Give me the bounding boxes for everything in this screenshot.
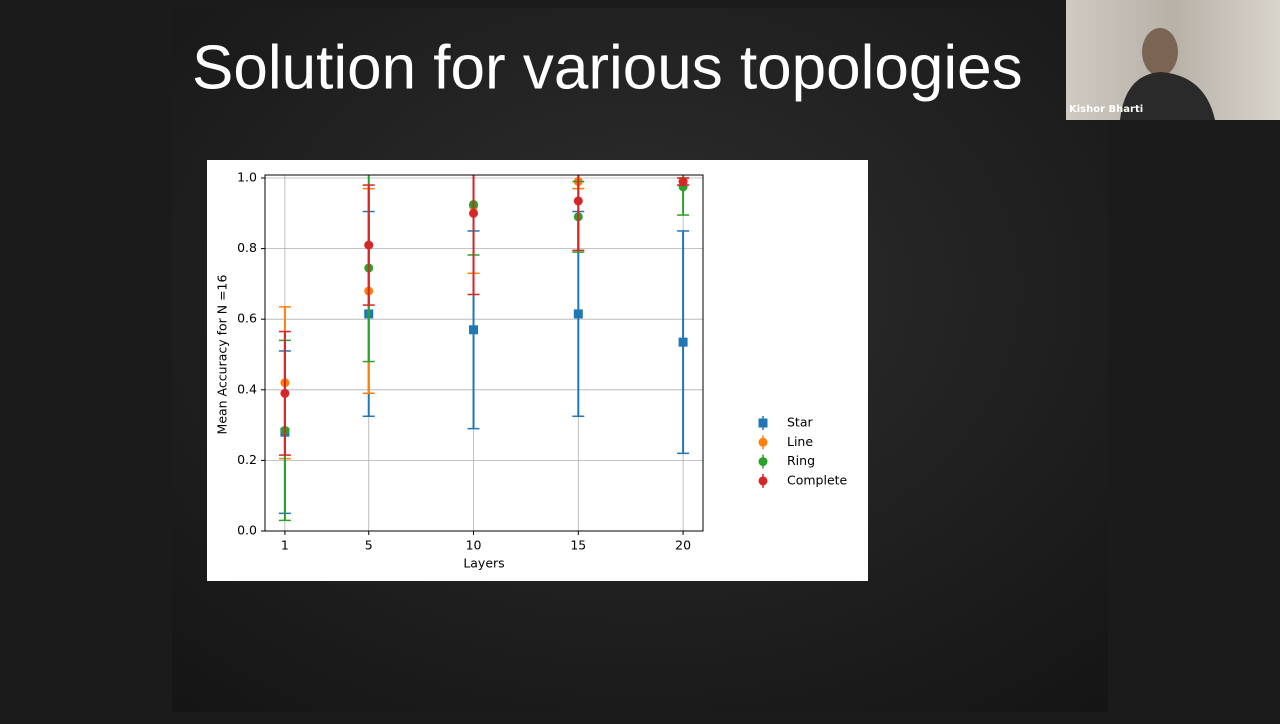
x-axis-label: Layers (463, 556, 504, 571)
marker (573, 309, 583, 319)
marker (469, 325, 479, 335)
legend-marker (758, 437, 768, 447)
legend-marker (758, 457, 768, 467)
marker (469, 208, 479, 218)
chart-background (207, 160, 868, 581)
series-layer (278, 175, 690, 522)
x-tick-label: 5 (365, 538, 373, 553)
legend-marker (758, 418, 768, 428)
y-tick-label: 1.0 (237, 170, 257, 185)
y-tick-label: 0.8 (237, 240, 257, 255)
slide-title: Solution for various topologies (192, 33, 1023, 102)
marker (364, 240, 374, 250)
y-tick-label: 0.6 (237, 311, 257, 326)
marker (678, 337, 688, 347)
x-tick-label: 15 (570, 538, 586, 553)
axes-frame (264, 174, 704, 532)
x-tick-label: 20 (675, 538, 691, 553)
legend-marker (758, 476, 768, 486)
legend-label: Complete (787, 472, 848, 487)
marker (573, 196, 583, 206)
y-axis-label: Mean Accuracy for N =16 (215, 274, 230, 434)
participant-body (1120, 72, 1215, 120)
legend-label: Star (787, 415, 813, 430)
marker (280, 388, 290, 398)
y-tick-label: 0.4 (237, 381, 257, 396)
y-tick-label: 0.2 (237, 452, 257, 467)
legend-label: Line (787, 434, 813, 449)
x-tick-label: 1 (281, 538, 289, 553)
marker (678, 177, 688, 187)
legend-label: Ring (787, 453, 815, 468)
participant-head (1142, 28, 1178, 76)
x-tick-label: 10 (466, 538, 482, 553)
participant-name: Kishor Bharti (1069, 104, 1143, 115)
y-tick-label: 0.0 (237, 523, 257, 538)
